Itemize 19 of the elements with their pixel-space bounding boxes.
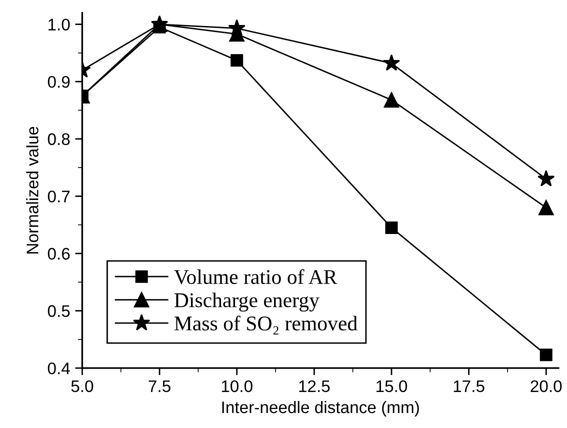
y-axis-title: Normalized value: [26, 126, 38, 254]
x-tick-label: 5.0: [71, 380, 94, 392]
x-tick-label: 17.5: [454, 380, 484, 392]
y-tick-label: 0.5: [48, 305, 70, 317]
x-tick-label: 7.5: [148, 380, 170, 392]
x-axis-title: Inter-needle distance (mm): [222, 400, 419, 417]
legend-label: Mass of SO₂ removed: [174, 316, 358, 335]
y-tick-label: 1.0: [48, 18, 70, 30]
y-tick-label: 0.8: [48, 133, 70, 146]
x-tick-label: 10.0: [222, 380, 252, 392]
x-tick-label: 20.0: [530, 380, 562, 392]
y-tick-label: 0.6: [48, 248, 70, 260]
y-tick-label: 0.9: [48, 76, 70, 88]
x-tick-label: 12.5: [299, 380, 330, 392]
x-tick-label: 15.0: [376, 380, 408, 392]
legend-label: Volume ratio of AR: [174, 269, 338, 284]
y-tick-label: 0.4: [48, 362, 70, 374]
legend-label: Discharge energy: [174, 292, 320, 312]
y-tick-label: 0.7: [48, 190, 70, 202]
